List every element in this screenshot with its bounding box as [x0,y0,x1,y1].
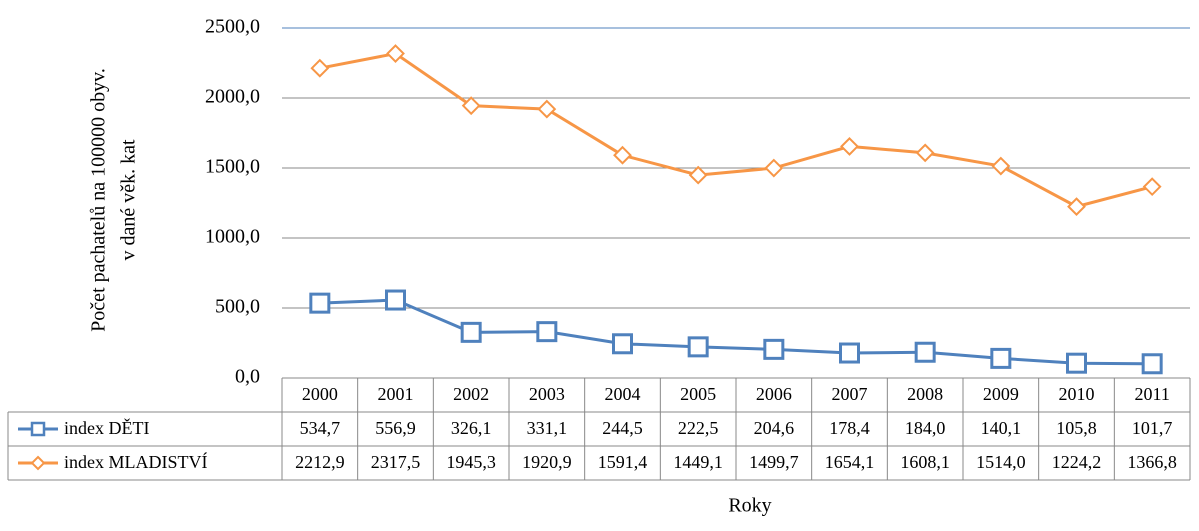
x-tick-label: 2000 [302,384,338,404]
table-value: 331,1 [527,418,568,438]
x-tick-label: 2005 [680,384,716,404]
marker [310,58,330,78]
marker [839,342,860,364]
marker [915,143,935,163]
x-axis-label: Roky [728,495,771,517]
y-tick-label: 500,0 [215,296,260,318]
table-value: 326,1 [451,418,492,438]
x-tick-label: 2001 [378,384,414,404]
y-tick-label: 2000,0 [205,86,260,108]
marker [688,165,708,185]
marker [840,137,859,156]
y-tick-label: 2500,0 [205,16,260,38]
x-tick-label: 2006 [756,384,792,404]
x-tick-label: 2010 [1059,384,1095,404]
table-value: 1608,1 [900,452,950,472]
marker [764,158,784,178]
table-value: 222,5 [678,418,719,438]
table-value: 1945,3 [446,452,496,472]
marker [612,333,633,355]
legend-label: index DĚTI [64,417,149,438]
marker [536,321,558,343]
marker [1066,352,1087,374]
table-value: 1366,8 [1127,452,1177,472]
x-tick-label: 2008 [907,384,943,404]
table-value: 1449,1 [673,452,723,472]
table-value: 1654,1 [825,452,875,472]
series-line [319,51,1153,209]
table-value: 178,4 [829,418,870,438]
legend-marker [30,421,46,437]
table-value: 105,8 [1056,418,1097,438]
marker [991,156,1011,176]
table-value: 1499,7 [749,452,799,472]
marker [687,336,709,358]
marker [386,44,405,63]
y-tick-label: 0,0 [235,366,260,388]
table-value: 2317,5 [371,452,421,472]
marker [763,338,785,360]
y-tick-label: 1500,0 [205,156,260,178]
x-tick-label: 2003 [529,384,565,404]
y-axis-label: v dané věk. kat [118,139,140,261]
table-value: 184,0 [905,418,946,438]
legend-marker [30,455,46,471]
marker [1142,177,1162,197]
table-value: 244,5 [602,418,643,438]
marker [385,289,406,311]
series-line [319,298,1153,366]
table-value: 2212,9 [295,452,345,472]
x-tick-label: 2011 [1134,384,1169,404]
x-tick-label: 2002 [453,384,489,404]
table-value: 534,7 [300,418,341,438]
marker [537,99,557,119]
x-tick-label: 2007 [832,384,868,404]
marker [613,145,632,165]
table-value: 1224,2 [1052,452,1102,472]
table-value: 1920,9 [522,452,572,472]
marker [1067,197,1086,217]
table-value: 556,9 [375,418,416,438]
marker [990,347,1012,369]
marker [1141,353,1163,375]
legend-label: index MLADISTVÍ [64,451,207,472]
marker [460,321,482,343]
table-value: 1591,4 [598,452,648,472]
marker [309,292,331,314]
x-tick-label: 2004 [605,384,641,404]
table-value: 101,7 [1132,418,1173,438]
marker [461,96,481,116]
marker [914,341,936,363]
table-value: 140,1 [981,418,1022,438]
y-axis-label: Počet pachatelů na 100000 obyv. [88,68,110,332]
table-value: 1514,0 [976,452,1026,472]
y-tick-label: 1000,0 [205,226,260,248]
table-value: 204,6 [754,418,795,438]
x-tick-label: 2009 [983,384,1019,404]
